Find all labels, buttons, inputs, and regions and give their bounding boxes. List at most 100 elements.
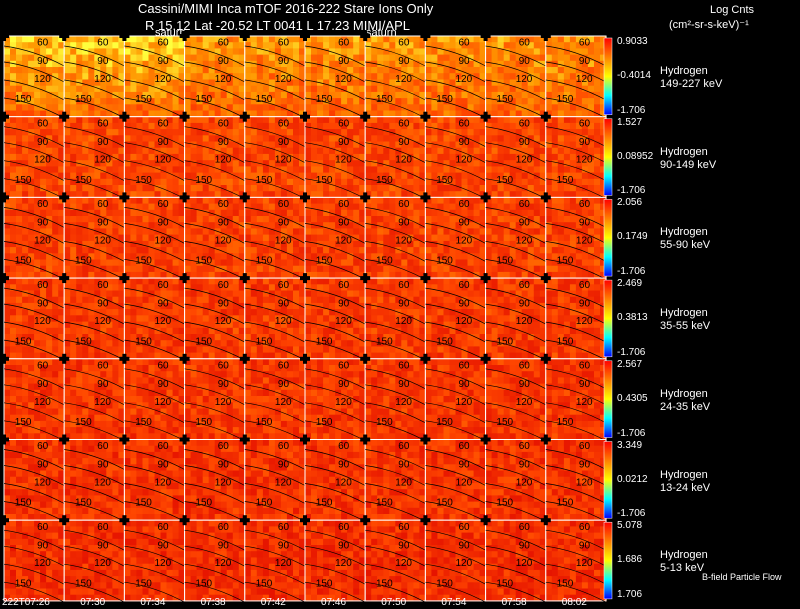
contour-label: 60 (459, 522, 471, 533)
contour-label: 60 (398, 361, 410, 372)
contour-label: 150 (256, 498, 273, 509)
contour-label: 90 (97, 56, 109, 67)
contour-label: 150 (256, 256, 273, 267)
contour-label: 60 (338, 280, 350, 291)
contour-label: 60 (459, 441, 471, 452)
contour-label: 60 (579, 522, 591, 533)
contour-label: 90 (37, 540, 49, 551)
contour-label: 90 (459, 298, 471, 309)
contour-label: 150 (15, 578, 32, 589)
contour-label: 90 (97, 218, 109, 229)
contour-label: 60 (37, 280, 49, 291)
contour-label: 90 (579, 298, 591, 309)
contour-label: 60 (519, 280, 531, 291)
contour-label: 120 (335, 235, 352, 246)
contour-label: 150 (15, 336, 32, 347)
energy-band-label: Hydrogen 24-35 keV (660, 387, 711, 413)
contour-label: 120 (335, 397, 352, 408)
contour-label: 120 (215, 478, 232, 489)
colorbar-mid-label: 0.08952 (617, 150, 654, 162)
contour-label: 90 (37, 56, 49, 67)
contour-label: 120 (275, 558, 292, 569)
contour-label: 60 (218, 118, 230, 129)
contour-label: 90 (398, 56, 410, 67)
contour-label: 60 (97, 199, 109, 210)
contour-label: 120 (215, 316, 232, 327)
contour-label: 60 (398, 38, 410, 49)
contour-label: 60 (278, 38, 290, 49)
contour-label: 60 (218, 522, 230, 533)
colorbar-mid-label: 0.0212 (617, 473, 648, 485)
contour-label: 120 (335, 155, 352, 166)
contour-label: 90 (459, 460, 471, 471)
contour-label: 150 (496, 578, 513, 589)
contour-label: 150 (135, 417, 152, 428)
contour-label: 120 (215, 558, 232, 569)
contour-label: 60 (579, 280, 591, 291)
contour-label: 60 (519, 38, 531, 49)
contour-label: 60 (158, 441, 170, 452)
colorbar-mid-label: 0.3813 (617, 312, 648, 324)
contour-label: 120 (94, 478, 111, 489)
contour-label: 60 (579, 199, 591, 210)
contour-label: 120 (456, 558, 473, 569)
contour-label: 120 (215, 235, 232, 246)
contour-label: 60 (398, 441, 410, 452)
energy-band-label: Hydrogen 90-149 keV (660, 145, 717, 171)
contour-label: 60 (278, 441, 290, 452)
colorbar (603, 37, 613, 115)
contour-label: 90 (338, 379, 350, 390)
contour-label: 90 (579, 540, 591, 551)
contour-label: 120 (516, 74, 533, 85)
contour-label: 60 (37, 118, 49, 129)
contour-label: 90 (97, 460, 109, 471)
contour-label: 150 (557, 94, 574, 105)
contour-label: 120 (395, 316, 412, 327)
contour-label: 60 (338, 199, 350, 210)
contour-label: 90 (519, 218, 531, 229)
time-tick-label: 07:50 (381, 597, 407, 608)
contour-label: 120 (576, 397, 593, 408)
colorbar-min-label: -1.706 (617, 427, 646, 439)
contour-label: 90 (579, 460, 591, 471)
contour-label: 150 (496, 175, 513, 186)
contour-label: 120 (34, 397, 51, 408)
contour-label: 60 (97, 361, 109, 372)
contour-label: 120 (155, 478, 172, 489)
contour-label: 120 (34, 74, 51, 85)
time-tick-label: 07:30 (80, 597, 106, 608)
contour-label: 120 (576, 558, 593, 569)
contour-label: 90 (218, 460, 230, 471)
time-tick-label: 07:34 (140, 597, 166, 608)
energy-band-label: Hydrogen 149-227 keV (660, 65, 723, 90)
contour-label: 150 (316, 94, 333, 105)
contour-label: 90 (398, 540, 410, 551)
contour-label: 90 (37, 137, 49, 148)
contour-label: 90 (398, 460, 410, 471)
contour-label: 150 (75, 336, 92, 347)
contour-label: 60 (579, 38, 591, 49)
contour-label: 120 (516, 235, 533, 246)
contour-label: 60 (158, 280, 170, 291)
contour-label: 90 (338, 540, 350, 551)
contour-label: 120 (456, 235, 473, 246)
